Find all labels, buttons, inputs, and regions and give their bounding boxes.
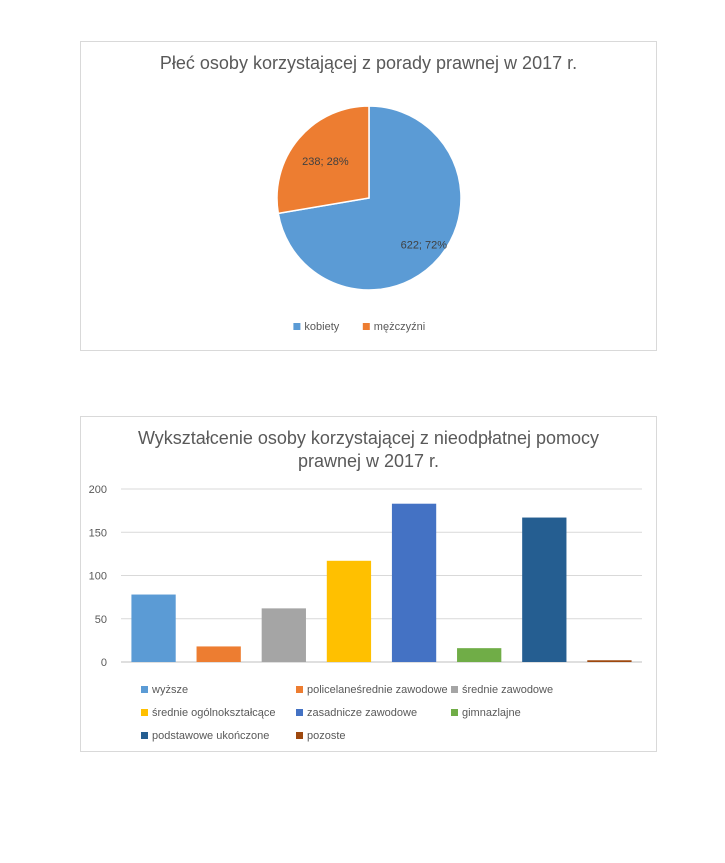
pie-legend-label-kobiety: kobiety xyxy=(304,321,339,333)
bar-y-tick-label-150: 150 xyxy=(89,527,107,539)
bar-legend-swatch-podstawowe-ukonczone xyxy=(141,732,148,739)
bar-podstawowe-ukonczone xyxy=(522,517,567,662)
bar-y-tick-label-100: 100 xyxy=(89,571,107,583)
bar-legend-label-srednie-ogolnoksztalcace: średnie ogólnokształcące xyxy=(152,707,276,719)
bar-legend-swatch-srednie-zawodowe xyxy=(451,686,458,693)
bar-legend-label-zasadnicze-zawodowe: zasadnicze zawodowe xyxy=(307,707,417,719)
pie-data-label-mezczyzni: 238; 28% xyxy=(302,156,349,168)
bar-legend-label-pozoste: pozoste xyxy=(307,730,346,742)
bar-chart-title: Wykształcenie osoby korzystającej z nieo… xyxy=(137,428,600,471)
bar-legend-swatch-gimnazlajne xyxy=(451,709,458,716)
bar-legend-label-srednie-zawodowe: średnie zawodowe xyxy=(462,684,553,696)
bar-y-tick-label-200: 200 xyxy=(89,484,107,496)
bar-gimnazlajne xyxy=(457,648,502,662)
bar-legend-swatch-srednie-ogolnoksztalcace xyxy=(141,709,148,716)
pie-data-label-kobiety: 622; 72% xyxy=(401,239,448,251)
pie-slice-mezczyzni xyxy=(276,105,370,215)
bar-zasadnicze-zawodowe xyxy=(391,503,437,662)
bar-legend-swatch-wyzsze xyxy=(141,686,148,693)
bar-legend-label-policelanesrednie-zawodowe: policelaneśrednie zawodowe xyxy=(307,684,448,696)
bar-legend-label-podstawowe-ukonczone: podstawowe ukończone xyxy=(152,730,269,742)
bar-legend-swatch-policelanesrednie-zawodowe xyxy=(296,686,303,693)
bar-chart-plot: 0 50 100 150 200 wyższe policelaneśrednie zawo… xyxy=(89,484,642,742)
bar-pozoste xyxy=(587,660,632,662)
bar-legend-label-wyzsze: wyższe xyxy=(151,684,188,696)
pie-chart-plot: 622; 72% 238; 28% kobiety mężczyźni xyxy=(276,105,462,333)
bar-chart: Wykształcenie osoby korzystającej z nieo… xyxy=(80,416,657,752)
bar-y-tick-label-0: 0 xyxy=(101,657,107,669)
pie-chart: Płeć osoby korzystającej z porady prawne… xyxy=(80,41,657,351)
bar-legend-swatch-zasadnicze-zawodowe xyxy=(296,709,303,716)
bar-legend-swatch-pozoste xyxy=(296,732,303,739)
pie-legend-swatch-kobiety xyxy=(293,323,301,330)
pie-chart-title: Płeć osoby korzystającej z porady prawne… xyxy=(159,53,578,73)
bar-srednie-zawodowe xyxy=(261,608,306,662)
bar-srednie-ogolnoksztalcace xyxy=(326,560,372,662)
bar-legend-label-gimnazlajne: gimnazlajne xyxy=(462,707,521,719)
bar-wyzsze xyxy=(131,594,176,662)
bar-y-tick-label-50: 50 xyxy=(95,614,107,626)
bar-policelanesrednie-zawodowe xyxy=(196,646,241,662)
pie-legend-label-mezczyzni: mężczyźni xyxy=(374,321,425,333)
pie-legend-swatch-mezczyzni xyxy=(362,323,370,330)
